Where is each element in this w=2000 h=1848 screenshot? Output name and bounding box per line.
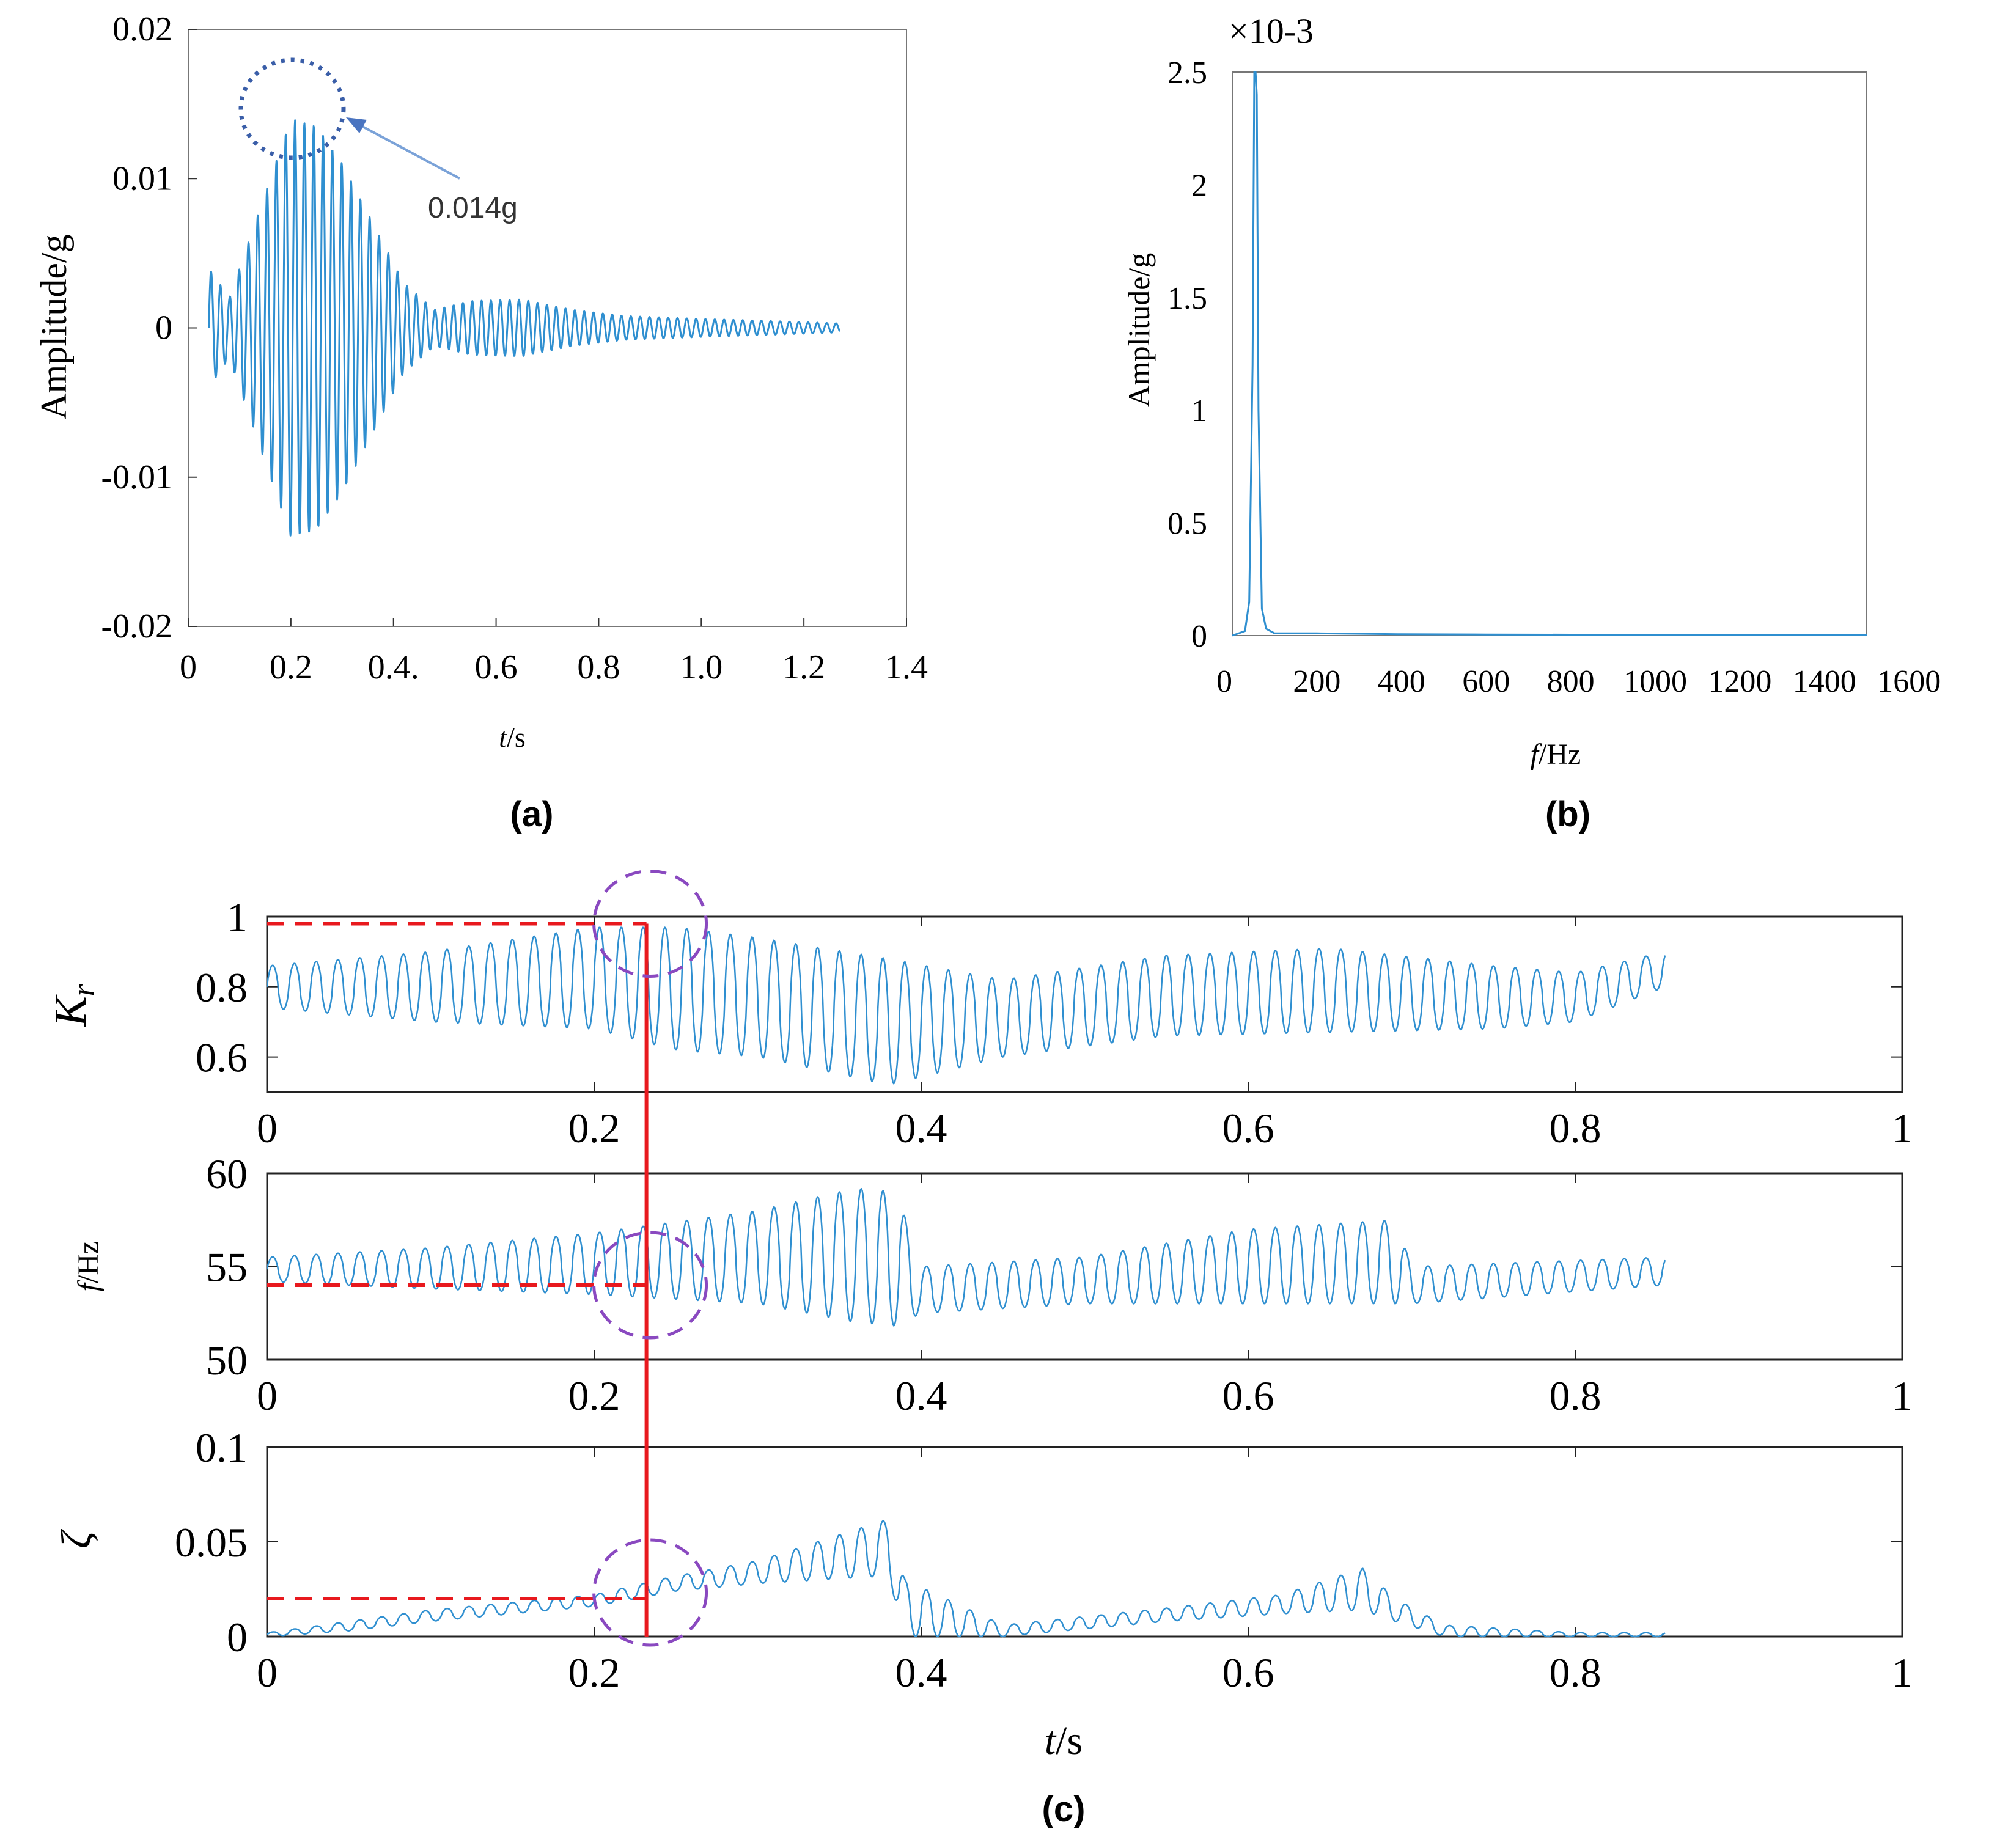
panel-c-x-tick-label: 0.4	[895, 1105, 947, 1151]
panel-c-x-tick-label: 0.4	[895, 1373, 947, 1419]
panel-c-freq-axis-label: f/Hz	[72, 1241, 105, 1292]
panel-a-x-tick-label: 1.4	[885, 648, 928, 686]
panel-c-x-tick-label: 0.2	[568, 1105, 620, 1151]
panel-b-y-axis-label: Amplitude/g	[1122, 253, 1156, 408]
panel-b-x-tick-label: 800	[1547, 664, 1595, 699]
panel-b-spectrum-line	[1232, 71, 1867, 637]
panel-b-x-ticks: 0 200 400 600 800 1000 1200 1400 1600	[1216, 664, 1941, 699]
panel-c-y-tick-label: 50	[206, 1337, 248, 1384]
panel-b-x-tick-label: 600	[1462, 664, 1510, 699]
panel-c-damping-line	[267, 1520, 1666, 1638]
panel-c-y-tick-label: 55	[206, 1244, 248, 1291]
panel-b-x-tick-label: 400	[1378, 664, 1425, 699]
panel-c-y-tick-label: 0.05	[175, 1519, 248, 1566]
panel-c-x-tick-label: 0.6	[1222, 1373, 1274, 1419]
panel-a-y-tick-label: 0.02	[112, 10, 172, 48]
panel-b-x-tick-label: 1200	[1708, 664, 1771, 699]
panel-a-annotation-arrow	[354, 121, 460, 180]
panel-b-x-tick-label: 0	[1216, 664, 1232, 699]
panel-a-x-tick-label: 0.6	[475, 648, 518, 686]
panel-b-y-tick-label: 1.5	[1167, 281, 1207, 316]
panel-a-arrow-head	[346, 117, 367, 133]
panel-c-x-tick-label: 1	[1892, 1105, 1913, 1151]
panel-c-x-axis-label: t/s	[1045, 1718, 1083, 1763]
panel-a-x-tick-label: 0	[180, 648, 197, 686]
panel-c-x-tick-label: 0.8	[1550, 1105, 1601, 1151]
panel-b-plot-frame	[1232, 72, 1867, 636]
panel-c-y-tick-label: 1	[227, 894, 248, 941]
panel-c-zeta-frame	[266, 1446, 1903, 1638]
panel-c-y-tick-label: 0.8	[196, 964, 248, 1011]
panel-a-y-tick-label: -0.02	[101, 607, 172, 645]
panel-a: 0.02 0.01 0 -0.01 -0.02 0 0.2 0.4. 0.6 0.8 1.0 1.2…	[34, 10, 928, 834]
panel-b-y-tick-label: 0.5	[1167, 507, 1207, 541]
panel-c-x-tick-label: 0.2	[568, 1373, 620, 1419]
panel-b-x-tick-label: 1400	[1793, 664, 1856, 699]
panel-c-frequency-line	[266, 1187, 1666, 1327]
panel-b-y-tick-label: 0	[1191, 619, 1207, 654]
panel-a-y-tick-label: -0.01	[101, 458, 172, 496]
panel-b-y-ticks: 2.5 2 1.5 1 0.5 0	[1167, 56, 1207, 654]
panel-c-x-tick-label: 0.4	[895, 1649, 947, 1696]
panel-c-x-tick-label: 1	[1892, 1649, 1913, 1696]
panel-a-label: (a)	[510, 794, 554, 834]
panel-c-label: (c)	[1042, 1789, 1086, 1829]
panel-a-x-axis-label: t/s	[499, 722, 525, 753]
panel-c-kr-highlight-circle	[592, 869, 708, 978]
panel-c-zeta-axis-label: ζ	[53, 1528, 100, 1549]
panel-c-y-tick-label: 0.6	[196, 1035, 248, 1081]
panel-a-x-tick-label: 0.2	[270, 648, 312, 686]
panel-c-kr-axis-label: Kr	[46, 983, 101, 1027]
panel-a-x-tick-label: 0.4.	[368, 648, 419, 686]
panel-b-x-tick-label: 1000	[1623, 664, 1687, 699]
panel-b-x-tick-label: 200	[1293, 664, 1340, 699]
panel-c-damping-highlight-circle	[592, 1538, 708, 1647]
panel-c-x-tick-label: 0.8	[1550, 1373, 1601, 1419]
panel-c-freq-frame	[266, 1172, 1903, 1361]
panel-c-x-tick-label: 1	[1892, 1373, 1913, 1419]
panel-b: 2.5 2 1.5 1 0.5 0 0 200 400 600 800 1000 1200 1400 16…	[1122, 11, 1941, 834]
panel-c-x-tick-label: 0	[257, 1373, 278, 1419]
panel-b-y-tick-label: 2.5	[1167, 56, 1207, 90]
panel-c-x-tick-label: 0	[257, 1105, 278, 1151]
panel-a-x-tick-label: 1.2	[782, 648, 825, 686]
panel-a-plot-frame	[188, 29, 907, 627]
panel-a-y-tick-label: 0.01	[112, 160, 172, 197]
panel-b-y-tick-label: 1	[1191, 394, 1207, 428]
panel-c-x-tick-label: 0.8	[1550, 1649, 1601, 1696]
panel-c-frequency-highlight-circle	[592, 1231, 708, 1340]
panel-b-y-tick-label: 2	[1191, 168, 1207, 203]
panel-b-multiplier: ×10-3	[1229, 11, 1314, 51]
panel-a-y-axis-label: Amplitude/g	[34, 234, 74, 419]
panel-b-x-tick-label: 1600	[1877, 664, 1941, 699]
panel-a-peak-circle	[238, 57, 346, 160]
panel-c-x-tick-label: 0.6	[1222, 1105, 1274, 1151]
panel-c-y-tick-label: 0	[227, 1614, 248, 1660]
panel-c-x-tick-label: 0.6	[1222, 1649, 1274, 1696]
panel-a-x-tick-label: 0.8	[577, 648, 620, 686]
panel-b-x-axis-label: f/Hz	[1531, 738, 1581, 771]
panel-b-label: (b)	[1545, 794, 1590, 834]
panel-a-signal-line	[208, 119, 841, 537]
panel-a-annotation-text: 0.014g	[428, 192, 518, 224]
panel-a-y-tick-label: 0	[155, 309, 172, 347]
panel-c-kr-line	[266, 926, 1666, 1085]
panel-c-x-tick-label: 0.2	[568, 1649, 620, 1696]
panel-a-x-ticks: 0 0.2 0.4. 0.6 0.8 1.0 1.2 1.4	[180, 618, 928, 686]
panel-c-kr-frame	[266, 915, 1903, 1093]
panel-c-y-tick-label: 60	[206, 1151, 248, 1197]
panel-a-x-tick-label: 1.0	[680, 648, 722, 686]
panel-c-y-tick-label: 0.1	[196, 1425, 248, 1471]
panel-c-x-tick-label: 0	[257, 1649, 278, 1696]
panel-a-y-ticks: 0.02 0.01 0 -0.01 -0.02	[101, 10, 197, 645]
